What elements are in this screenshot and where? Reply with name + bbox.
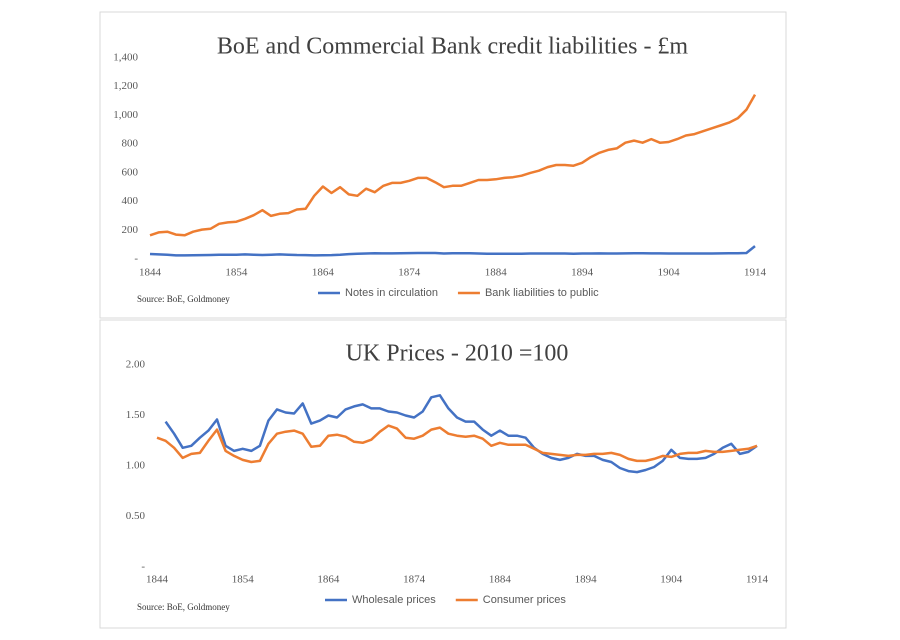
chart-title: BoE and Commercial Bank credit liabiliti… <box>217 34 689 60</box>
series-line <box>156 424 758 464</box>
panel <box>99 11 787 319</box>
legend-label: Consumer prices <box>483 594 567 606</box>
y-tick-label: 600 <box>122 166 139 178</box>
series-line <box>164 394 758 474</box>
legend-label: Bank liabilities to public <box>485 287 599 299</box>
x-tick-label: 1874 <box>403 574 426 586</box>
x-tick-label: 1844 <box>146 574 169 586</box>
y-tick-label: 2.00 <box>126 359 146 371</box>
y-tick-label: 0.50 <box>126 510 146 522</box>
x-tick-label: 1894 <box>571 267 594 279</box>
legend-label: Notes in circulation <box>345 287 438 299</box>
chart-title: UK Prices - 2010 =100 <box>346 341 569 367</box>
x-tick-label: 1864 <box>312 267 335 279</box>
x-tick-label: 1914 <box>746 574 769 586</box>
y-tick-label: 1,000 <box>113 109 138 121</box>
x-tick-label: 1904 <box>658 267 681 279</box>
x-tick-label: 1884 <box>489 574 512 586</box>
y-tick-label: 400 <box>122 195 139 207</box>
x-tick-label: 1904 <box>660 574 683 586</box>
y-tick-label: 1,200 <box>113 80 138 92</box>
panel <box>99 319 787 629</box>
x-tick-label: 1894 <box>575 574 598 586</box>
x-tick-label: 1844 <box>139 267 162 279</box>
x-tick-label: 1854 <box>232 574 255 586</box>
x-tick-label: 1874 <box>398 267 421 279</box>
y-tick-label: 200 <box>122 224 139 236</box>
y-tick-label: 800 <box>122 138 139 150</box>
x-tick-label: 1864 <box>317 574 340 586</box>
series-line <box>149 245 756 257</box>
source-note: Source: BoE, Goldmoney <box>137 602 230 612</box>
y-tick-label: 1.00 <box>126 460 146 472</box>
legend-label: Wholesale prices <box>352 594 436 606</box>
y-tick-label: 1.50 <box>126 409 146 421</box>
x-tick-label: 1854 <box>225 267 248 279</box>
x-tick-label: 1914 <box>744 267 767 279</box>
x-tick-label: 1884 <box>485 267 508 279</box>
y-tick-label: - <box>134 253 138 265</box>
source-note: Source: BoE, Goldmoney <box>137 294 230 304</box>
y-tick-label: - <box>141 561 145 573</box>
series-line <box>149 93 757 237</box>
y-tick-label: 1,400 <box>113 52 138 64</box>
